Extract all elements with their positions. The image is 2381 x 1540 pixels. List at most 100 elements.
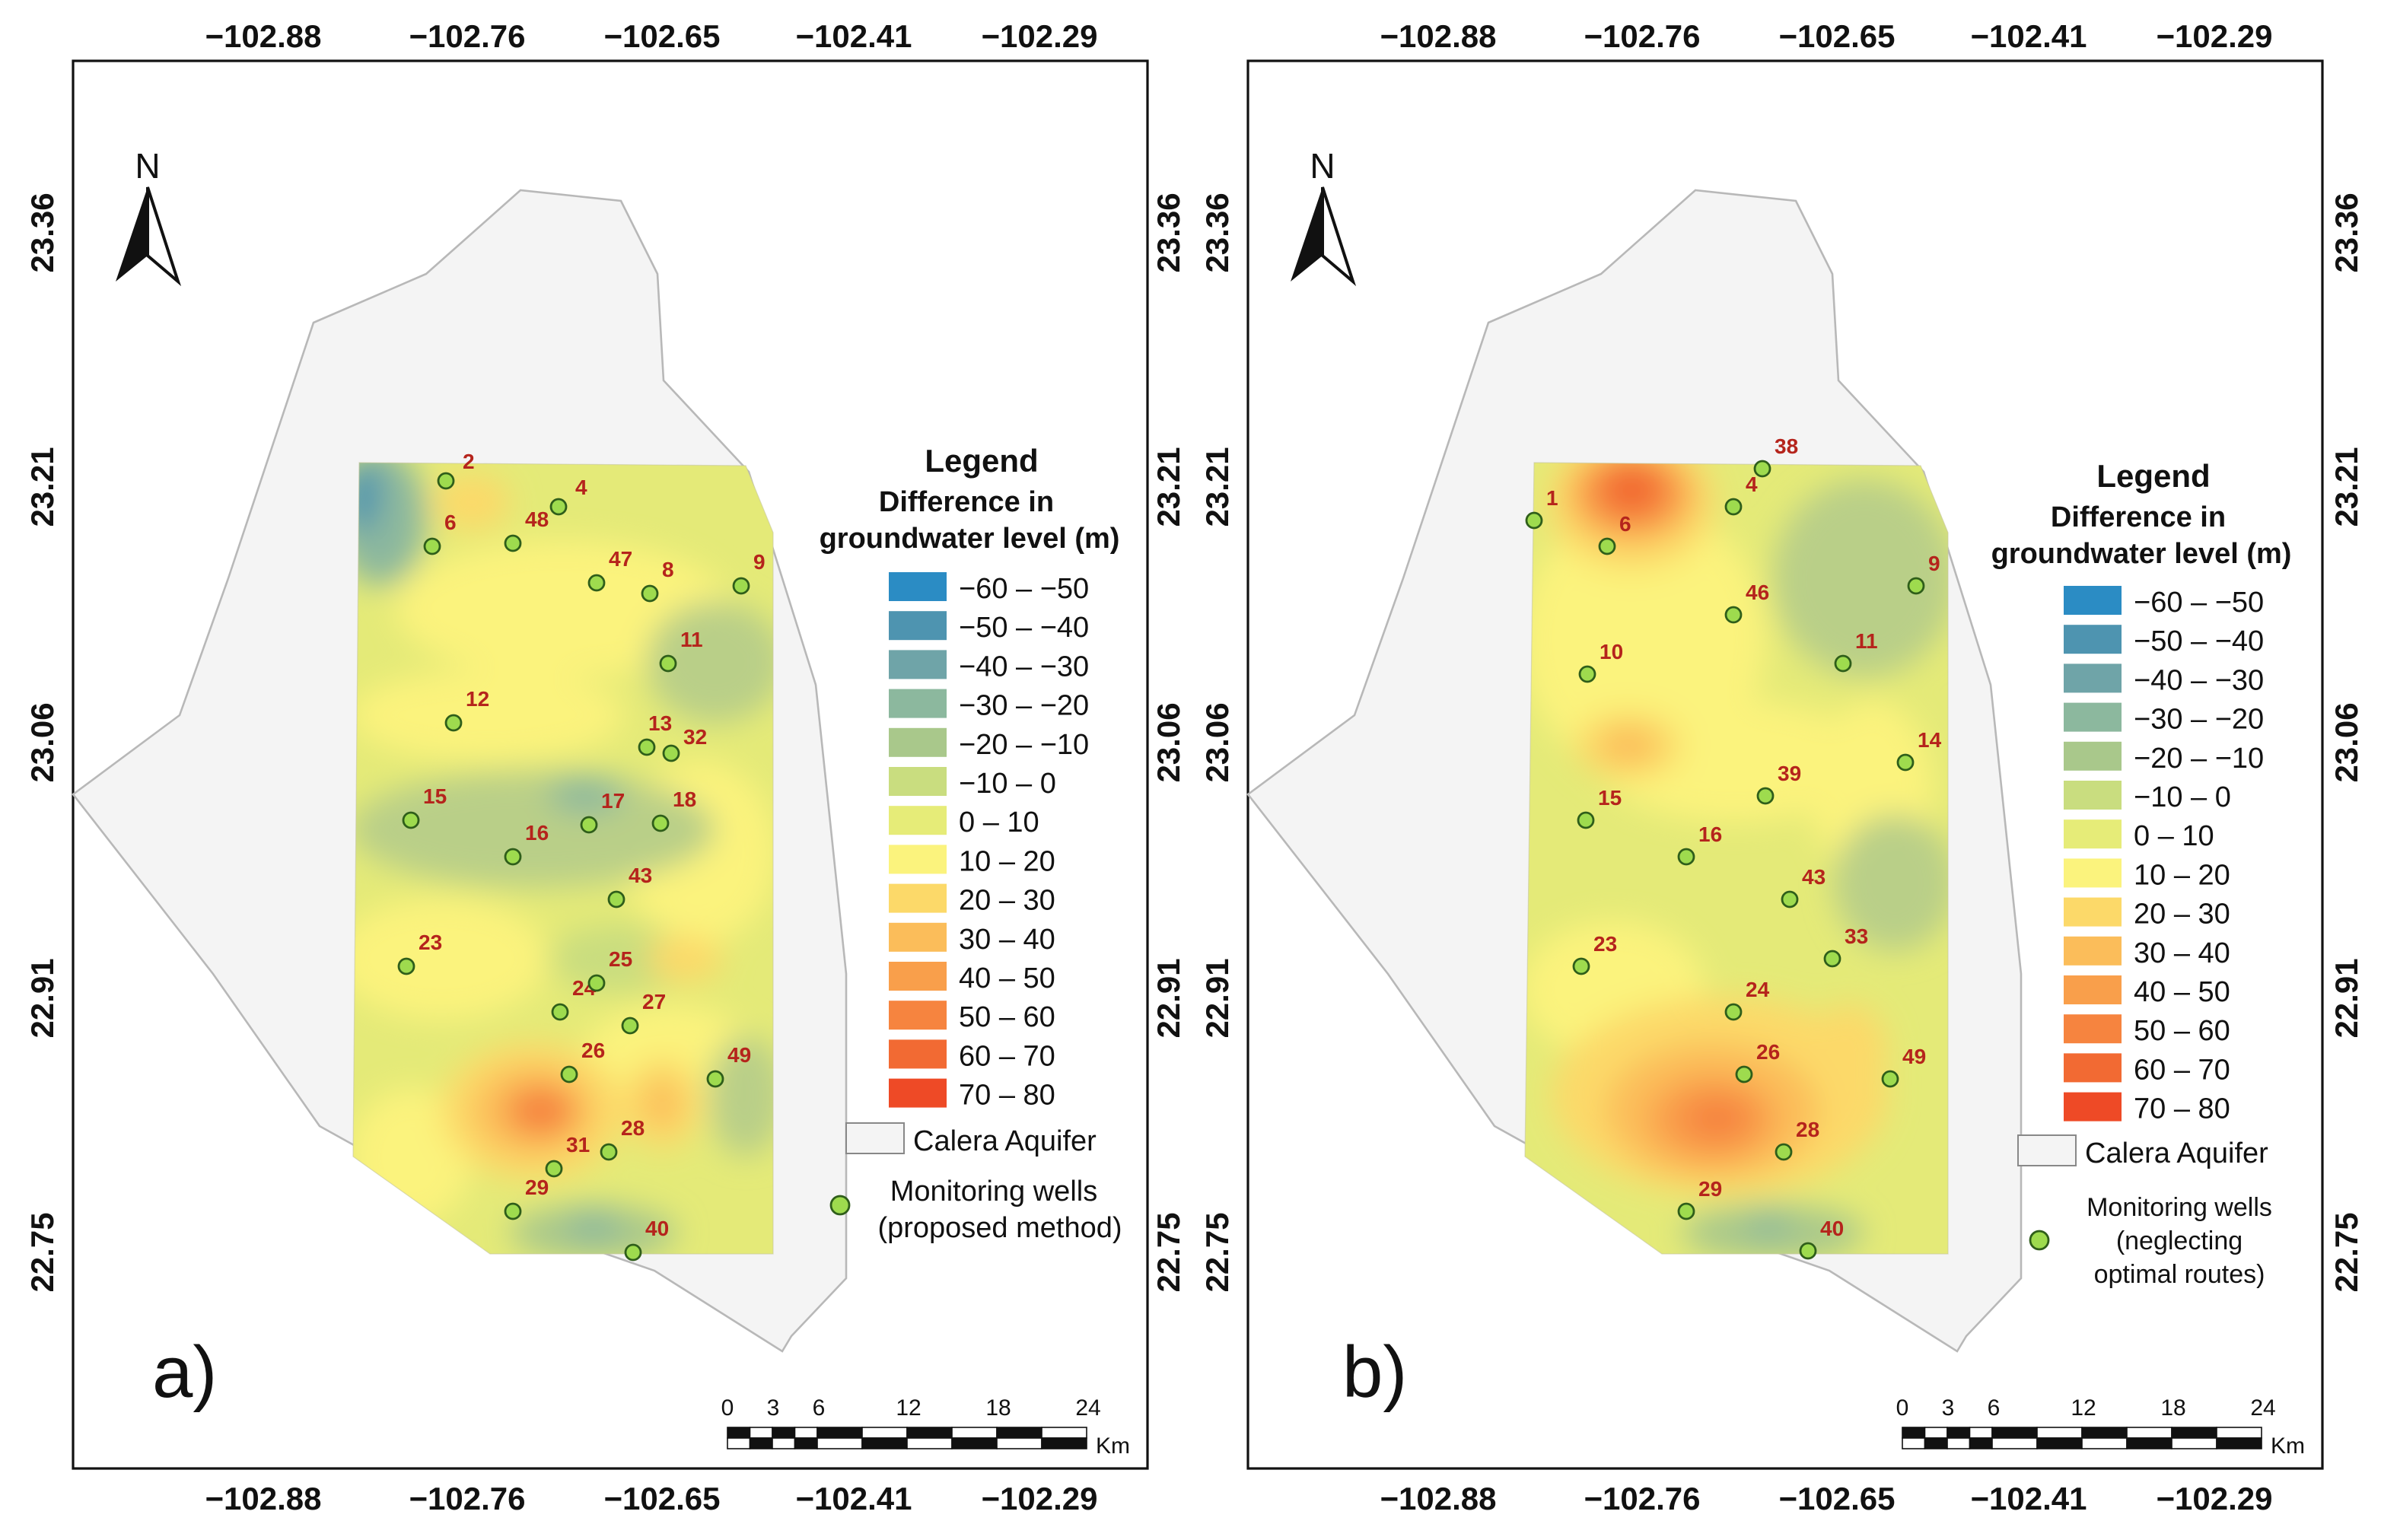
well-marker[interactable]	[1677, 1202, 1695, 1220]
monitoring-well[interactable]: 23	[1572, 932, 1617, 975]
well-marker[interactable]	[1598, 537, 1616, 555]
well-marker[interactable]	[1724, 498, 1743, 516]
well-marker[interactable]	[1896, 753, 1915, 772]
monitoring-well[interactable]: 39	[1756, 762, 1801, 805]
monitoring-well[interactable]: 40	[624, 1217, 669, 1262]
monitoring-well[interactable]: 16	[504, 821, 549, 866]
monitoring-well[interactable]: 13	[638, 711, 672, 756]
well-marker[interactable]	[551, 1003, 569, 1021]
monitoring-well[interactable]: 23	[397, 931, 442, 975]
monitoring-well[interactable]: 26	[560, 1039, 605, 1083]
monitoring-well[interactable]: 10	[1578, 640, 1623, 683]
monitoring-well[interactable]: 46	[1724, 581, 1769, 624]
well-marker[interactable]	[1724, 606, 1743, 624]
well-marker[interactable]	[549, 498, 568, 516]
well-marker[interactable]	[706, 1070, 724, 1088]
well-marker[interactable]	[1881, 1070, 1899, 1088]
legend-subtitle: groundwater level (m)	[820, 523, 1120, 555]
monitoring-well[interactable]: 15	[1577, 786, 1622, 829]
monitoring-well[interactable]: 15	[402, 784, 447, 829]
monitoring-well[interactable]: 12	[444, 687, 489, 732]
monitoring-well[interactable]: 49	[706, 1043, 751, 1088]
monitoring-well[interactable]: 6	[423, 511, 457, 555]
well-marker[interactable]	[587, 974, 606, 992]
well-marker[interactable]	[1753, 460, 1771, 478]
monitoring-well[interactable]: 40	[1799, 1217, 1844, 1260]
monitoring-well[interactable]: 11	[659, 628, 703, 673]
well-marker[interactable]	[1781, 890, 1799, 908]
well-marker[interactable]	[1834, 654, 1852, 673]
well-marker[interactable]	[1572, 957, 1590, 975]
monitoring-well[interactable]: 8	[641, 558, 674, 603]
monitoring-well[interactable]: 16	[1677, 822, 1722, 866]
well-marker[interactable]	[545, 1160, 563, 1178]
well-marker[interactable]	[1525, 511, 1543, 530]
well-marker[interactable]	[641, 584, 659, 603]
well-marker[interactable]	[504, 1202, 522, 1220]
well-marker[interactable]	[587, 574, 606, 592]
monitoring-well[interactable]: 11	[1834, 629, 1878, 673]
monitoring-well[interactable]: 24	[1724, 978, 1770, 1021]
monitoring-well[interactable]: 47	[587, 547, 632, 592]
well-marker[interactable]	[638, 738, 656, 756]
monitoring-well[interactable]: 4	[549, 476, 587, 516]
well-marker[interactable]	[662, 744, 680, 762]
well-marker[interactable]	[659, 654, 677, 673]
monitoring-well[interactable]: 43	[607, 864, 652, 908]
monitoring-well[interactable]: 38	[1753, 434, 1798, 478]
well-marker[interactable]	[423, 537, 441, 555]
lon-label: −102.88	[205, 1481, 322, 1516]
monitoring-well[interactable]: 14	[1896, 728, 1942, 772]
monitoring-well[interactable]: 2	[437, 450, 475, 490]
monitoring-well[interactable]: 6	[1598, 512, 1631, 555]
well-marker[interactable]	[580, 816, 598, 834]
monitoring-well[interactable]: 31	[545, 1133, 590, 1178]
monitoring-well[interactable]: 4	[1724, 473, 1758, 516]
monitoring-well[interactable]: 49	[1881, 1045, 1926, 1088]
well-marker[interactable]	[504, 534, 522, 552]
lat-label: 23.06	[24, 702, 60, 782]
well-marker[interactable]	[600, 1143, 618, 1161]
monitoring-well[interactable]: 48	[504, 508, 549, 552]
monitoring-well[interactable]: 26	[1735, 1040, 1780, 1083]
monitoring-well[interactable]: 29	[1677, 1177, 1722, 1220]
legend: Legend Difference in groundwater level (…	[1991, 458, 2292, 1289]
monitoring-well[interactable]: 17	[580, 789, 625, 834]
well-marker[interactable]	[560, 1065, 578, 1083]
monitoring-well[interactable]: 1	[1525, 486, 1558, 530]
monitoring-well[interactable]: 27	[621, 990, 666, 1035]
well-marker[interactable]	[607, 890, 625, 908]
well-marker[interactable]	[624, 1243, 642, 1262]
well-marker[interactable]	[1907, 577, 1925, 595]
monitoring-well[interactable]: 28	[1775, 1118, 1819, 1161]
well-marker[interactable]	[1578, 665, 1596, 683]
scale-block	[1946, 1427, 1971, 1439]
well-marker[interactable]	[402, 811, 420, 829]
monitoring-well[interactable]: 9	[732, 550, 766, 595]
well-marker[interactable]	[1677, 848, 1695, 866]
well-marker[interactable]	[1724, 1003, 1743, 1021]
monitoring-well[interactable]: 9	[1907, 552, 1940, 595]
well-marker[interactable]	[732, 577, 750, 595]
monitoring-well[interactable]: 43	[1781, 865, 1826, 908]
well-marker[interactable]	[1775, 1143, 1793, 1161]
monitoring-well[interactable]: 28	[600, 1116, 645, 1161]
monitoring-well[interactable]: 29	[504, 1176, 549, 1220]
well-marker[interactable]	[651, 814, 670, 832]
well-marker[interactable]	[621, 1017, 639, 1035]
monitoring-well[interactable]: 18	[651, 788, 696, 832]
well-marker[interactable]	[1823, 950, 1841, 968]
well-marker[interactable]	[1577, 811, 1595, 829]
well-marker[interactable]	[1799, 1242, 1817, 1260]
well-marker[interactable]	[397, 957, 415, 975]
well-marker[interactable]	[1756, 787, 1775, 805]
monitoring-well[interactable]: 25	[587, 947, 632, 992]
well-marker[interactable]	[1735, 1065, 1753, 1083]
well-marker[interactable]	[437, 472, 455, 490]
monitoring-well[interactable]: 32	[662, 725, 707, 762]
monitoring-well[interactable]: 33	[1823, 924, 1868, 968]
panel-label: b)	[1342, 1332, 1407, 1413]
well-marker[interactable]	[444, 714, 463, 732]
legend-swatch	[2064, 819, 2122, 849]
well-marker[interactable]	[504, 848, 522, 866]
